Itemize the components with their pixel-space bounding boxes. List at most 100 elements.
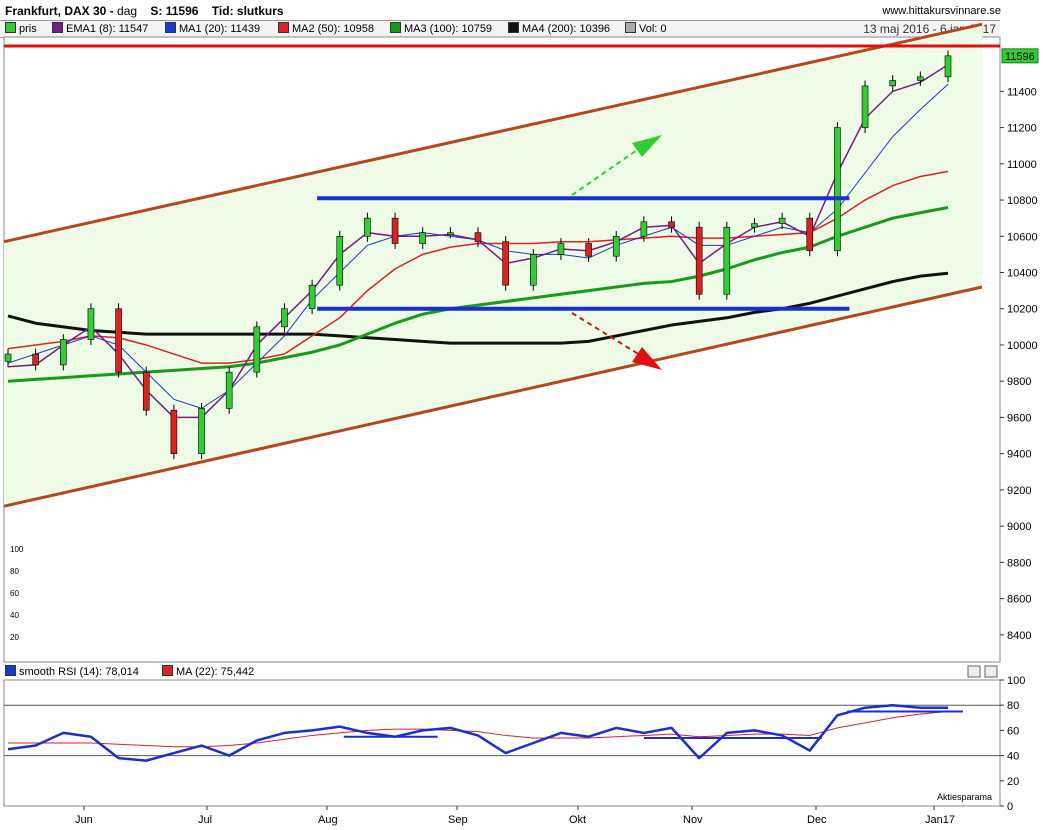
chart-title: Frankfurt, DAX 30 - dag S: 11596 Tid: sl… xyxy=(5,4,284,18)
legend-swatch xyxy=(5,22,16,33)
candle-body xyxy=(944,55,952,78)
y-tick-label: 9800 xyxy=(1007,376,1031,388)
watermark: Aktiesparama xyxy=(937,792,992,802)
breakout-up-arrowhead xyxy=(632,135,662,157)
candle-body xyxy=(917,76,924,81)
legend-swatch xyxy=(5,665,16,676)
legend-item-vol: Vol: 0 xyxy=(625,22,667,35)
y-tick-label: 8800 xyxy=(1007,557,1031,569)
y-tick-label: 8600 xyxy=(1007,594,1031,606)
ma1-line xyxy=(7,83,949,409)
y-tick-label: 9200 xyxy=(1007,485,1031,497)
y-tick-label: 9400 xyxy=(1007,449,1031,461)
price-label: 11596 xyxy=(1005,51,1035,63)
rsi-ma-line xyxy=(8,711,949,748)
chart-header: Frankfurt, DAX 30 - dag S: 11596 Tid: sl… xyxy=(0,0,1043,22)
y-tick-label: 10200 xyxy=(1007,304,1038,316)
x-tick-label: Dec xyxy=(807,814,827,826)
candle-body xyxy=(170,409,178,454)
legend-item-ma2: MA2 (50): 10958 xyxy=(278,22,374,35)
main-panel: 100 80 60 40 20 xyxy=(3,22,1001,663)
candle-body xyxy=(87,308,95,340)
candle-body xyxy=(557,243,565,255)
rsi-tick-label: 80 xyxy=(1007,700,1019,712)
candle-body xyxy=(59,339,67,366)
candle-body xyxy=(640,221,648,237)
candle-body xyxy=(889,80,897,87)
legend-swatch xyxy=(52,22,63,33)
candle-body xyxy=(115,308,122,373)
candle-body xyxy=(198,408,205,454)
channel-fill xyxy=(4,24,982,507)
legend-item-ma1: MA1 (20): 11439 xyxy=(165,22,260,35)
legend-swatch xyxy=(162,665,173,676)
rsi-legend: smooth RSI (14): 78,014 MA (22): 75,442 xyxy=(0,664,1000,679)
candle-body xyxy=(612,235,620,257)
legend-item-ma4: MA4 (200): 10396 xyxy=(508,22,610,35)
legend-swatch xyxy=(508,22,519,33)
candle-body xyxy=(778,217,786,224)
candle-body xyxy=(142,371,150,411)
site-link[interactable]: www.hittakursvinnare.se xyxy=(882,5,1001,17)
volume-tick-label: 20 xyxy=(10,633,19,642)
ma4-line xyxy=(7,271,949,345)
y-tick-label: 11400 xyxy=(1007,86,1037,98)
legend-item-pris: pris xyxy=(5,22,37,35)
candle-body xyxy=(861,85,869,128)
legend-swatch xyxy=(165,22,176,33)
candle-body xyxy=(695,226,703,295)
candle-body xyxy=(391,217,399,244)
candle-body xyxy=(834,127,841,252)
x-tick-label: Okt xyxy=(569,814,586,826)
x-tick-label: Jun xyxy=(75,814,93,826)
rsi-panel: Aktiesparama xyxy=(3,679,1001,807)
candle-body xyxy=(336,235,344,286)
legend-swatch xyxy=(390,22,401,33)
candle-body xyxy=(32,353,39,366)
candle-body xyxy=(281,308,288,328)
y-tick-label: 11000 xyxy=(1007,159,1037,171)
y-tick-label: 8400 xyxy=(1007,630,1031,642)
candle-body xyxy=(308,284,316,310)
candle-body xyxy=(723,226,731,295)
legend-item-rsi-ma: MA (22): 75,442 xyxy=(162,665,254,678)
rsi-tick-label: 100 xyxy=(1007,675,1025,687)
candle-body xyxy=(585,243,592,257)
x-tick-label: Nov xyxy=(683,814,703,826)
candle-body xyxy=(419,232,427,244)
volume-tick-label: 100 xyxy=(10,545,24,554)
legend-item-ema1: EMA1 (8): 11547 xyxy=(52,22,148,35)
candle-body xyxy=(474,232,482,243)
volume-tick-label: 40 xyxy=(10,611,19,620)
legend-swatch xyxy=(625,22,636,33)
y-tick-label: 9600 xyxy=(1007,412,1031,424)
candle-body xyxy=(806,217,814,252)
rsi-tick-label: 20 xyxy=(1007,776,1019,788)
channel-upper-line xyxy=(3,22,983,244)
ma3-line xyxy=(7,205,949,383)
candle-body xyxy=(4,353,12,362)
candle-body xyxy=(225,371,233,409)
rsi-panel-frame xyxy=(3,679,1001,807)
y-tick-label: 10600 xyxy=(1007,231,1038,243)
x-tick-label: Jan17 xyxy=(925,814,955,826)
candle-body xyxy=(253,326,261,373)
candle-body xyxy=(668,221,675,228)
ma2-line xyxy=(7,170,949,364)
candle-body xyxy=(364,217,371,237)
candle-body xyxy=(447,232,454,235)
y-tick-label: 9000 xyxy=(1007,521,1031,533)
date-range: 13 maj 2016 - 6 jan 2017 xyxy=(863,22,996,36)
x-tick-label: Sep xyxy=(448,814,468,826)
legend-item-ma3: MA3 (100): 10759 xyxy=(390,22,492,35)
price-label-box xyxy=(1001,48,1039,64)
breakdown-arrow-line xyxy=(571,312,641,356)
x-tick-label: Aug xyxy=(318,814,338,826)
volume-tick-label: 80 xyxy=(10,567,19,576)
candle-body xyxy=(502,241,509,286)
ema1-line xyxy=(7,64,949,419)
breakdown-arrowhead xyxy=(632,347,662,370)
y-tick-label: 11200 xyxy=(1007,123,1037,135)
volume-tick-label: 60 xyxy=(10,589,19,598)
